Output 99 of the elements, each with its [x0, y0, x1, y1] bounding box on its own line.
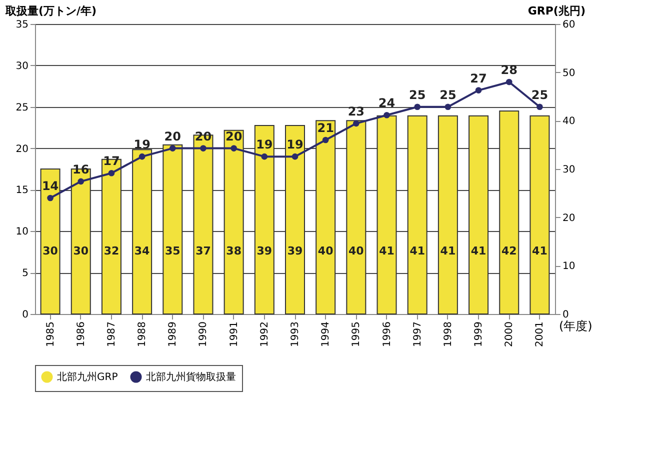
x-tick-label: 2000: [504, 322, 516, 347]
x-tick-label: 2001: [534, 322, 546, 347]
y2-tick-label: 20: [562, 212, 576, 224]
y-tick-label: 5: [22, 268, 28, 280]
data-label: 30: [42, 244, 58, 258]
data-label: 42: [501, 244, 517, 258]
data-label: 14: [42, 179, 59, 193]
x-tick-label: 1997: [412, 322, 424, 347]
point: [322, 136, 329, 144]
bar: [254, 125, 274, 314]
point: [78, 178, 84, 185]
bar: [499, 110, 520, 314]
data-label: 27: [470, 71, 487, 86]
point: [353, 120, 360, 127]
bar: [346, 120, 366, 314]
bar: [438, 115, 458, 314]
data-label: 30: [73, 244, 89, 258]
point: [169, 145, 176, 152]
x-tick-label: 1998: [442, 322, 454, 347]
data-label: 32: [104, 244, 120, 258]
data-label: 19: [256, 138, 273, 152]
x-tick-label: 1988: [137, 322, 148, 347]
legend-label: 北部九州GRP: [57, 371, 118, 383]
data-label: 25: [440, 88, 456, 102]
x-tick-label: 1996: [382, 322, 393, 347]
bar: [407, 115, 428, 314]
x-tick-label: 1993: [290, 322, 301, 347]
y-tick-label: 10: [16, 226, 28, 238]
y-tick-label: 30: [16, 60, 28, 72]
point: [261, 153, 268, 160]
x-tick-label: 1986: [76, 322, 87, 347]
x-tick-label: 1990: [198, 322, 210, 347]
text: (年度): [559, 319, 592, 333]
data-label: 21: [317, 121, 334, 135]
y-tick-label: 25: [16, 102, 28, 114]
point: [108, 170, 115, 176]
point: [47, 194, 54, 202]
bar: [40, 168, 60, 314]
data-label: 19: [286, 138, 304, 152]
x-tick-label: 1992: [259, 322, 270, 347]
data-label: 20: [164, 129, 181, 144]
data-label: 37: [196, 244, 211, 258]
data-label: 20: [225, 129, 242, 144]
y2-tick-label: 50: [562, 68, 576, 79]
bar: [162, 144, 183, 314]
data-label: 25: [531, 88, 548, 102]
data-label: 41: [379, 244, 394, 258]
bar: [224, 130, 244, 314]
x-tick-label: 1991: [228, 322, 240, 347]
y-tick-label: 15: [16, 185, 28, 196]
data-label: 24: [378, 96, 396, 110]
data-label: 23: [348, 104, 365, 118]
x-tick-label: 1995: [351, 322, 362, 347]
data-label: 28: [500, 63, 518, 77]
y2-axis-title: GRP(兆円): [528, 4, 586, 18]
data-label: 41: [470, 244, 486, 258]
x-tick-label: 1989: [168, 322, 179, 347]
data-label: 41: [440, 244, 456, 258]
data-label: 41: [410, 244, 426, 258]
data-label: 39: [287, 244, 303, 258]
y2-tick-label: 60: [562, 20, 576, 30]
bar: [132, 149, 152, 314]
point: [200, 145, 206, 152]
point: [506, 78, 512, 86]
data-label: 35: [164, 244, 180, 258]
bar: [530, 115, 550, 314]
y-axis-title: 取扱量(万トン/年): [4, 4, 97, 18]
point: [230, 145, 237, 152]
data-label: 41: [532, 244, 548, 258]
point: [536, 104, 543, 110]
y2-tick-label: 40: [562, 116, 576, 128]
bar: [468, 115, 489, 314]
x-tick-label: 1985: [45, 322, 56, 347]
y-tick-label: 0: [22, 310, 28, 320]
data-label: 19: [134, 138, 150, 152]
y2-tick-label: 0: [562, 310, 569, 320]
x-tick-label: 1994: [320, 322, 332, 347]
data-label: 40: [348, 244, 364, 258]
x-tick-label: 1987: [106, 322, 118, 347]
y-tick-label: 35: [16, 20, 28, 30]
bar: [285, 125, 305, 314]
legend-label: 北部九州貨物取扱量: [146, 371, 236, 383]
data-label: 25: [409, 88, 426, 102]
point: [414, 104, 421, 110]
y-tick-label: 20: [16, 144, 28, 155]
y2-tick-label: 10: [562, 261, 576, 272]
data-label: 39: [256, 244, 272, 258]
point: [292, 153, 298, 160]
x-tick-label: 1999: [474, 322, 485, 347]
point: [475, 87, 482, 94]
bar: [376, 115, 397, 314]
point: [138, 153, 146, 160]
point: [444, 104, 452, 110]
data-label: 34: [134, 244, 150, 258]
data-label: 38: [226, 244, 242, 258]
bar: [316, 120, 336, 314]
data-label: 40: [318, 244, 334, 258]
y2-tick-label: 30: [562, 164, 576, 176]
point: [384, 112, 390, 118]
